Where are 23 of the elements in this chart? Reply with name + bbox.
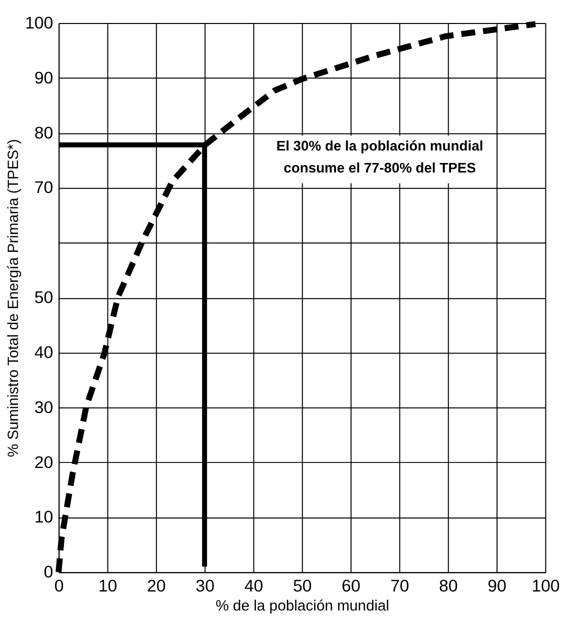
- y-tick-label: 80: [34, 123, 54, 142]
- x-tick-label: 10: [98, 576, 118, 596]
- x-axis-title: % de la población mundial: [216, 598, 390, 614]
- x-tick-label: 20: [147, 576, 166, 596]
- x-tick-label: 30: [196, 576, 214, 596]
- y-tick-label: 40: [34, 342, 54, 362]
- y-tick-label: 90: [34, 68, 54, 88]
- x-tick-label: 70: [390, 576, 410, 596]
- y-tick-label: 50: [34, 288, 54, 308]
- y-tick-label: 30: [34, 398, 54, 417]
- x-tick-label: 90: [488, 576, 506, 596]
- y-tick-label: 20: [34, 452, 54, 472]
- x-tick-label: 60: [342, 576, 360, 596]
- x-tick-label: 100: [532, 576, 560, 596]
- y-axis-title: % Suministro Total de Energía Primaria (TPES*): [6, 139, 22, 458]
- y-tick-label: 70: [34, 178, 54, 198]
- y-tick-label: 0: [44, 562, 54, 582]
- y-tick-label: 100: [24, 13, 54, 32]
- x-tick-label: 80: [438, 576, 458, 596]
- annotation: El 30% de la población mundial consume el 77-80% del TPES: [276, 137, 484, 176]
- x-tick-label: 40: [244, 576, 264, 596]
- y-tick-label: 10: [34, 508, 54, 527]
- x-tick-label: 50: [293, 576, 312, 596]
